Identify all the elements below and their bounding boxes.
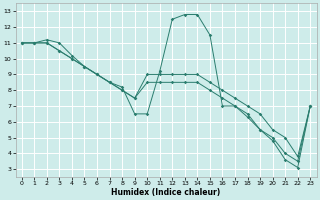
X-axis label: Humidex (Indice chaleur): Humidex (Indice chaleur) bbox=[111, 188, 221, 197]
